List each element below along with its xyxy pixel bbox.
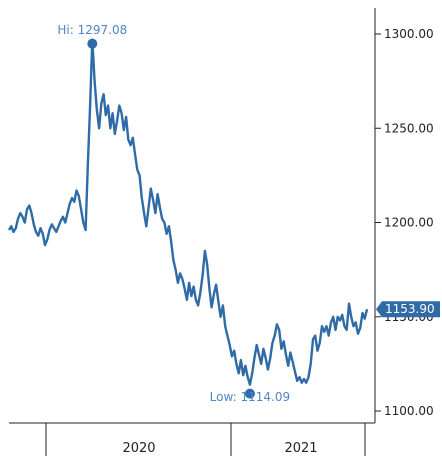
marker-layer: Hi: 1297.08 Low: 1114.09 1153.90 [57, 23, 440, 404]
last-value-tag [376, 301, 440, 318]
y-tick-label: 1300.00 [384, 27, 434, 41]
y-tick-label: 1200.00 [384, 216, 434, 230]
y-tick-label: 1250.00 [384, 121, 434, 135]
low-marker [244, 388, 255, 399]
last-value-label: 1153.90 [385, 302, 435, 316]
x-tick-label-2021: 2021 [284, 441, 317, 456]
low-label: Low: 1114.09 [210, 390, 290, 404]
price-series-line [7, 38, 369, 386]
high-marker [87, 38, 98, 49]
y-tick-label: 1100.00 [384, 404, 434, 418]
x-ticks-layer: 2020 2021 [45, 423, 366, 456]
x-tick-label-2020: 2020 [122, 441, 155, 456]
high-label: Hi: 1297.08 [57, 23, 127, 37]
axes-layer [9, 8, 376, 424]
